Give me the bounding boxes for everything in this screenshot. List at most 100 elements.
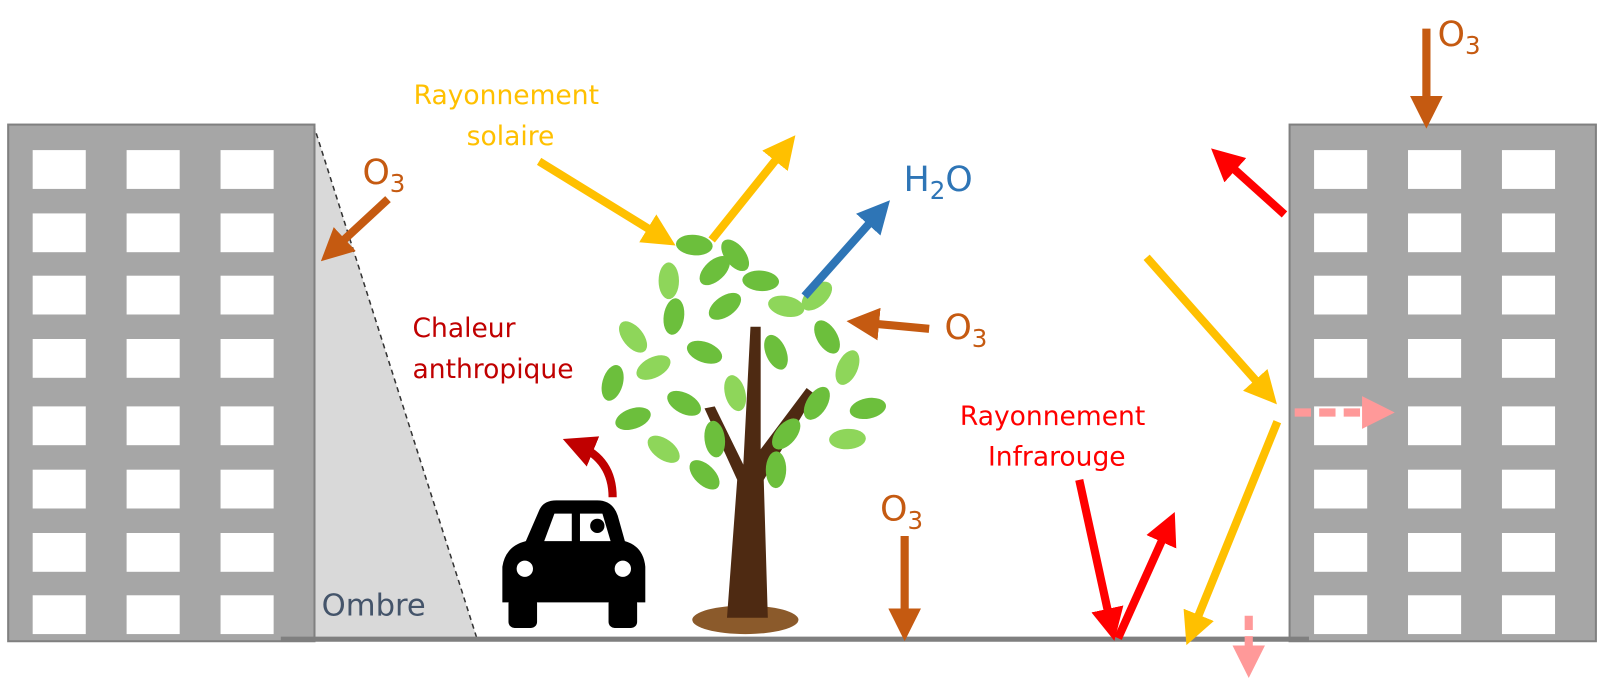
o3-label: O3 bbox=[1438, 15, 1481, 60]
window bbox=[126, 595, 180, 635]
leaf bbox=[765, 451, 787, 489]
window bbox=[32, 532, 86, 572]
window bbox=[32, 469, 86, 509]
leaf bbox=[675, 234, 713, 256]
leaf bbox=[689, 460, 720, 490]
window bbox=[126, 275, 180, 315]
leaf bbox=[801, 281, 833, 311]
leaf bbox=[772, 418, 801, 450]
window bbox=[1501, 150, 1556, 189]
leaf bbox=[835, 350, 860, 385]
infrared-arrow bbox=[1114, 511, 1177, 640]
window bbox=[220, 275, 274, 315]
window bbox=[220, 213, 274, 253]
window bbox=[126, 406, 180, 446]
infrared-label: Rayonnement Infrarouge bbox=[960, 401, 1154, 473]
window bbox=[220, 339, 274, 378]
window bbox=[1501, 213, 1556, 253]
leaf bbox=[803, 386, 830, 420]
leaf bbox=[686, 340, 723, 364]
window bbox=[220, 406, 274, 446]
window bbox=[32, 339, 86, 378]
infrared-arrow bbox=[1075, 479, 1124, 641]
leaf bbox=[667, 390, 702, 416]
window bbox=[32, 595, 86, 635]
leaf bbox=[658, 262, 679, 300]
window bbox=[1408, 339, 1462, 378]
leaf bbox=[601, 365, 624, 401]
window bbox=[1314, 469, 1368, 509]
window bbox=[126, 213, 180, 253]
window bbox=[32, 406, 86, 446]
solar-arrow bbox=[1143, 254, 1277, 405]
window bbox=[1501, 275, 1556, 315]
window bbox=[1501, 532, 1556, 572]
window bbox=[220, 150, 274, 189]
leaf bbox=[619, 321, 648, 353]
leaf bbox=[708, 292, 742, 320]
window bbox=[1314, 595, 1368, 635]
leaf bbox=[829, 428, 866, 450]
window bbox=[1314, 213, 1368, 253]
solar-arrow bbox=[536, 157, 676, 246]
window bbox=[126, 339, 180, 378]
window bbox=[1408, 469, 1462, 509]
leaf bbox=[814, 320, 840, 354]
solar-label: Rayonnement solaire bbox=[414, 80, 608, 152]
o3-arrow bbox=[846, 307, 930, 341]
heat-label: Chaleur anthropique bbox=[413, 313, 574, 385]
solar-arrow bbox=[708, 135, 796, 243]
leaf bbox=[636, 355, 671, 380]
h2o-label: H2O bbox=[904, 160, 973, 205]
window bbox=[1408, 213, 1462, 253]
o3-label: O3 bbox=[362, 153, 405, 198]
window bbox=[1501, 469, 1556, 509]
shadow-label: Ombre bbox=[322, 589, 426, 624]
window bbox=[1314, 532, 1368, 572]
window bbox=[126, 469, 180, 509]
tree bbox=[601, 234, 887, 635]
leaf bbox=[615, 407, 651, 430]
window bbox=[1314, 339, 1368, 378]
window bbox=[1408, 595, 1462, 635]
window bbox=[32, 275, 86, 315]
o3-label: O3 bbox=[880, 490, 923, 535]
window bbox=[220, 595, 274, 635]
h2o-arrow bbox=[801, 200, 890, 299]
heat-arrow bbox=[562, 436, 617, 498]
leaf bbox=[699, 255, 730, 286]
window bbox=[1408, 406, 1462, 446]
leaf bbox=[704, 420, 726, 458]
leaf bbox=[721, 239, 750, 272]
leaf bbox=[764, 334, 788, 370]
building-right bbox=[1288, 123, 1597, 643]
leaf bbox=[742, 270, 780, 292]
leaf bbox=[768, 295, 805, 318]
window bbox=[1408, 150, 1462, 189]
window bbox=[32, 150, 86, 189]
window bbox=[1501, 339, 1556, 378]
window bbox=[1314, 150, 1368, 189]
leaf bbox=[663, 298, 685, 335]
leaf bbox=[849, 397, 887, 420]
building-left bbox=[7, 123, 316, 643]
leaf bbox=[647, 435, 680, 463]
o3-label: O3 bbox=[944, 308, 987, 353]
solar-arrow bbox=[1183, 420, 1282, 646]
window bbox=[220, 532, 274, 572]
window bbox=[1314, 275, 1368, 315]
window bbox=[1501, 595, 1556, 635]
window bbox=[220, 469, 274, 509]
window bbox=[1408, 275, 1462, 315]
window bbox=[126, 150, 180, 189]
o3-arrow bbox=[320, 196, 391, 262]
car bbox=[502, 500, 646, 628]
window bbox=[1501, 406, 1556, 446]
infrared-arrow bbox=[1211, 148, 1288, 218]
window bbox=[32, 213, 86, 253]
window bbox=[126, 532, 180, 572]
window bbox=[1408, 532, 1462, 572]
leaf bbox=[724, 375, 747, 412]
shadow-edge bbox=[312, 124, 478, 639]
